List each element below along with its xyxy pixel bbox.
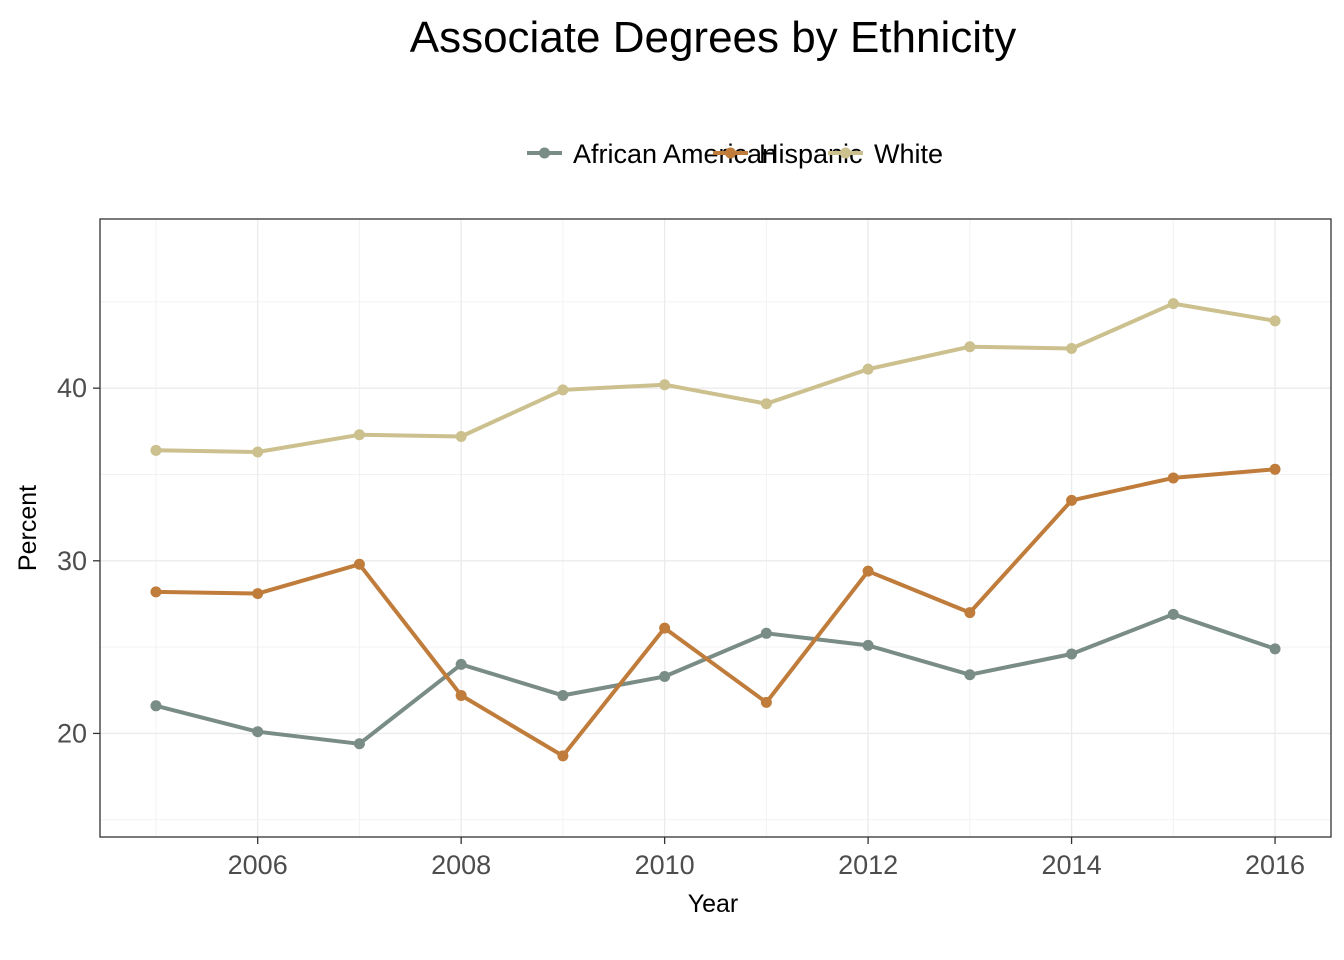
legend-key-point — [840, 147, 851, 159]
series-hispanic — [150, 463, 1281, 762]
data-point — [455, 431, 467, 443]
data-point — [252, 446, 264, 458]
data-point — [455, 658, 467, 670]
data-point — [1269, 315, 1281, 327]
data-point — [557, 750, 569, 762]
x-tick-label: 2008 — [431, 850, 491, 880]
data-point — [862, 565, 874, 577]
y-tick-label: 40 — [57, 373, 87, 403]
series-line — [154, 612, 1277, 746]
data-point — [353, 429, 365, 441]
legend-key-point — [725, 147, 736, 159]
data-point — [150, 586, 162, 598]
data-point — [760, 696, 772, 708]
data-point — [659, 622, 671, 634]
data-point — [150, 444, 162, 456]
data-point — [1167, 608, 1179, 620]
data-point — [964, 341, 976, 353]
data-point — [1269, 463, 1281, 475]
series-line — [154, 301, 1277, 454]
plot-border — [99, 218, 1332, 838]
data-point — [1167, 298, 1179, 310]
data-point — [1269, 643, 1281, 655]
series-white — [150, 298, 1281, 458]
data-point — [964, 607, 976, 619]
grid — [100, 219, 1331, 837]
x-tick-label: 2014 — [1042, 850, 1102, 880]
plot-panel — [100, 219, 1331, 837]
y-tick-label: 30 — [57, 546, 87, 576]
data-point — [1066, 648, 1078, 660]
legend-label: White — [874, 139, 943, 169]
data-point — [862, 639, 874, 651]
data-point — [964, 669, 976, 681]
legend-item: White — [828, 139, 943, 169]
data-point — [1167, 472, 1179, 484]
data-point — [252, 726, 264, 738]
data-point — [150, 700, 162, 712]
x-tick-label: 2012 — [838, 850, 898, 880]
data-point — [659, 670, 671, 682]
series-african-american — [150, 608, 1281, 750]
legend-key-point — [539, 147, 550, 159]
data-point — [455, 689, 467, 701]
data-point — [252, 588, 264, 600]
data-point — [760, 627, 772, 639]
data-point — [1066, 494, 1078, 506]
data-point — [659, 379, 671, 391]
x-tick-label: 2010 — [635, 850, 695, 880]
data-point — [1066, 342, 1078, 354]
y-axis-title: Percent — [14, 485, 42, 571]
y-axis: 20 30 40 — [57, 373, 100, 748]
data-point — [862, 363, 874, 375]
x-axis: 2006 2008 2010 2012 2014 2016 — [228, 837, 1305, 880]
chart-title: Associate Degrees by Ethnicity — [410, 13, 1017, 62]
y-tick-label: 20 — [57, 718, 87, 748]
data-point — [353, 738, 365, 750]
data-point — [557, 689, 569, 701]
data-point — [760, 398, 772, 410]
series-line — [154, 467, 1277, 758]
x-tick-label: 2016 — [1245, 850, 1305, 880]
series-layer — [150, 298, 1281, 762]
data-point — [557, 384, 569, 396]
x-axis-title: Year — [688, 890, 739, 918]
x-tick-label: 2006 — [228, 850, 288, 880]
data-point — [353, 558, 365, 570]
